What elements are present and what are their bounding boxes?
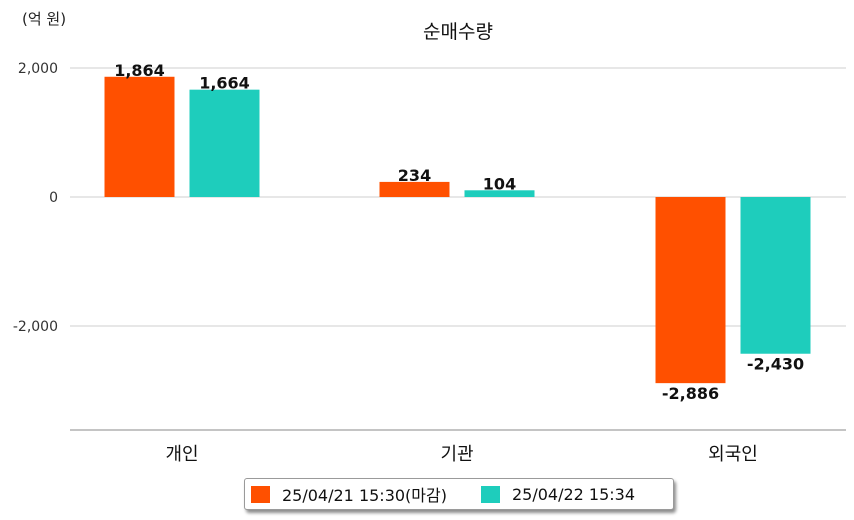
x-tick-label: 기관 bbox=[440, 444, 473, 465]
legend-item-series-1[interactable]: 25/04/21 15:30(마감) bbox=[251, 482, 447, 506]
x-tick-label: 외국인 bbox=[708, 444, 758, 465]
value-label: 1,664 bbox=[199, 74, 250, 93]
chart-title: 순매수량 bbox=[423, 21, 493, 43]
bar-기관-series-2[interactable] bbox=[464, 190, 535, 197]
gridlines bbox=[70, 67, 846, 327]
bar-외국인-series-2[interactable] bbox=[740, 197, 811, 354]
bar-개인-series-2[interactable] bbox=[189, 89, 260, 197]
unit-label: (억 원) bbox=[22, 10, 66, 28]
y-tick-label: 2,000 bbox=[18, 61, 58, 77]
bars bbox=[104, 76, 811, 384]
value-label: 234 bbox=[398, 166, 431, 185]
y-tick-label: 0 bbox=[49, 190, 58, 206]
bar-기관-series-1[interactable] bbox=[379, 181, 450, 197]
bar-개인-series-1[interactable] bbox=[104, 76, 175, 197]
value-label: 1,864 bbox=[114, 61, 165, 80]
legend-swatch-series-1 bbox=[251, 485, 270, 503]
legend-swatch-series-2 bbox=[480, 485, 500, 503]
bar-외국인-series-1[interactable] bbox=[655, 197, 726, 384]
value-label: 104 bbox=[483, 174, 516, 193]
x-axis-ticks: 개인 기관 외국인 bbox=[165, 444, 757, 465]
legend-item-series-2[interactable]: 25/04/22 15:34 bbox=[480, 484, 636, 504]
legend: 25/04/21 15:30(마감) 25/04/22 15:34 bbox=[244, 478, 674, 510]
value-labels: 1,864 1,664 234 104 -2,886 -2,430 bbox=[114, 61, 804, 403]
y-tick-label: -2,000 bbox=[13, 319, 58, 335]
legend-label-series-1: 25/04/21 15:30(마감) bbox=[282, 486, 447, 505]
value-label: -2,430 bbox=[747, 355, 804, 374]
y-axis-ticks: 2,000 0 -2,000 bbox=[13, 61, 58, 335]
x-tick-label: 개인 bbox=[165, 444, 198, 465]
value-label: -2,886 bbox=[662, 384, 719, 403]
legend-label-series-2: 25/04/22 15:34 bbox=[511, 484, 636, 504]
